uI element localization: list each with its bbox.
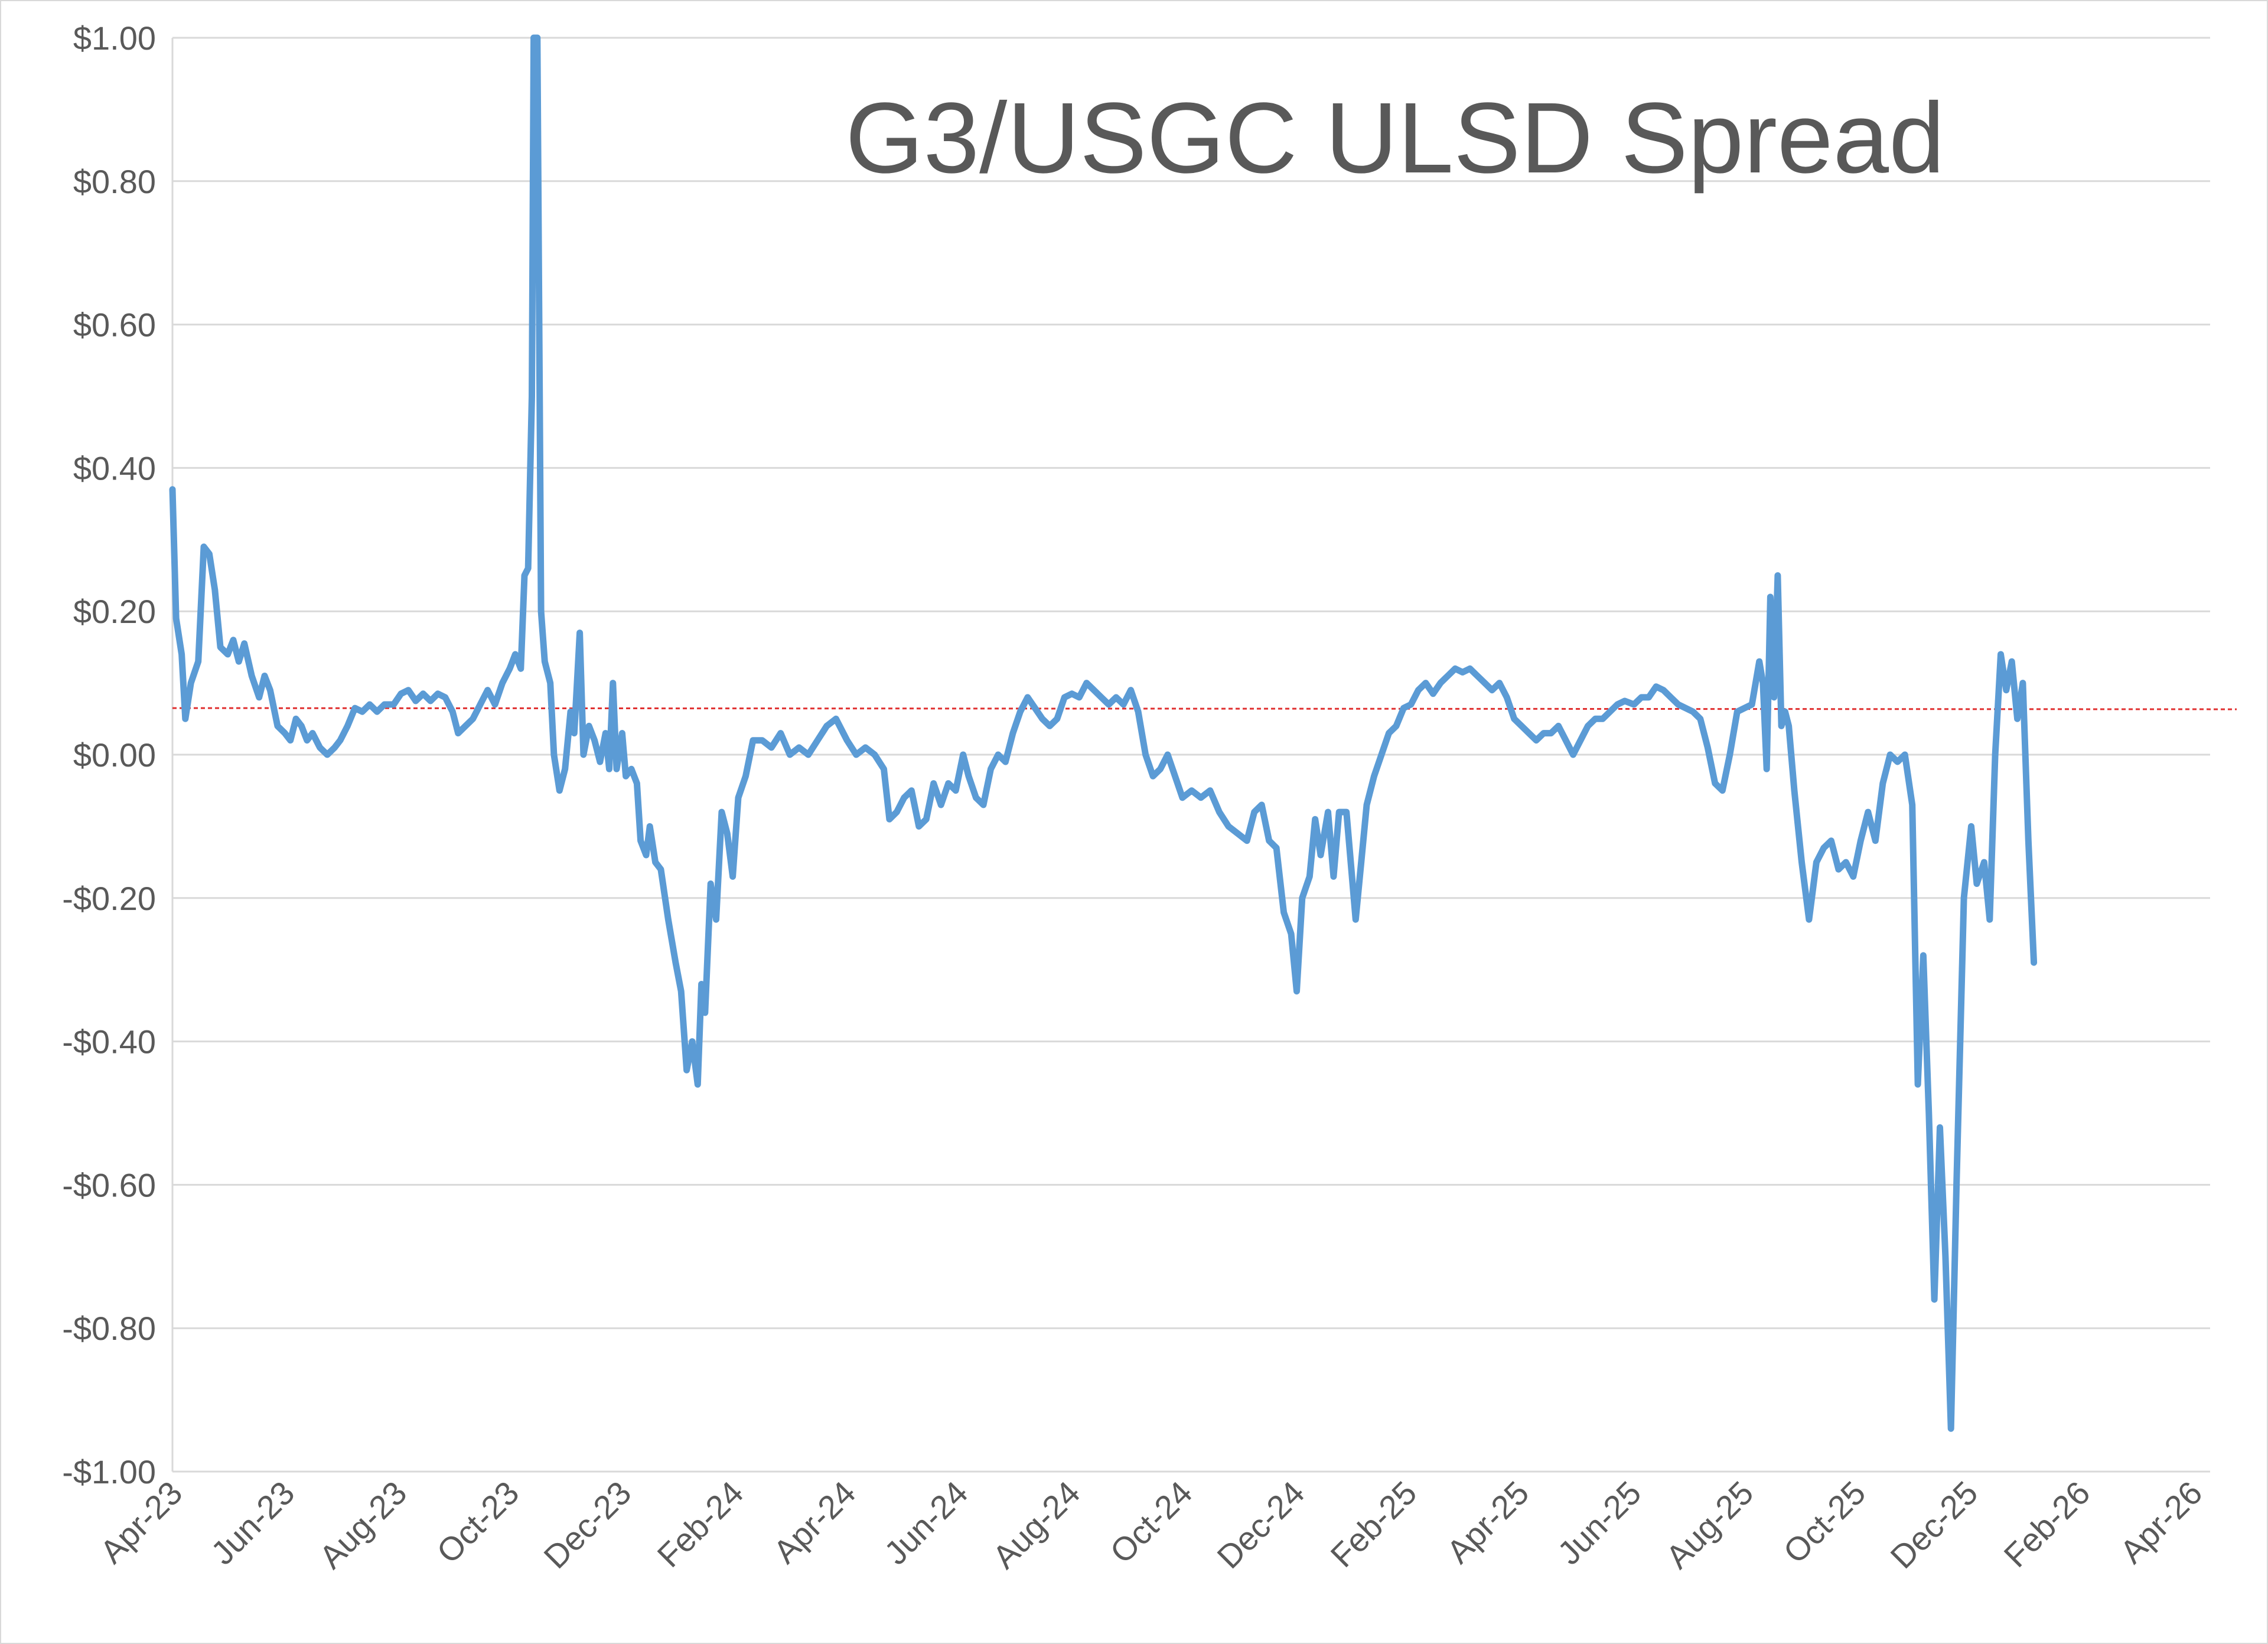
y-tick-label: $0.20 xyxy=(73,593,156,630)
chart-title: G3/USGC ULSD Spread xyxy=(845,82,1944,194)
y-tick-label: -$0.60 xyxy=(62,1166,156,1203)
x-tick-label: Dec-25 xyxy=(1883,1474,1984,1576)
x-tick-label: Apr-25 xyxy=(1439,1474,1536,1570)
y-tick-label: $0.00 xyxy=(73,736,156,774)
x-tick-label: Oct-25 xyxy=(1776,1474,1872,1570)
x-tick-label: Oct-24 xyxy=(1103,1474,1199,1570)
reference-line xyxy=(172,707,2237,710)
x-tick-label: Apr-26 xyxy=(2113,1474,2209,1570)
x-axis-ticks: Apr-23 Jun-23 Aug-23 Oct-23 Dec-23 Feb-24 Apr-… xyxy=(93,1474,2209,1576)
x-tick-label: Apr-24 xyxy=(766,1474,862,1570)
x-tick-label: Feb-24 xyxy=(650,1474,750,1574)
x-tick-label: Oct-23 xyxy=(429,1474,526,1570)
y-tick-label: $0.80 xyxy=(73,163,156,200)
x-tick-label: Dec-23 xyxy=(536,1474,638,1576)
x-tick-label: Aug-25 xyxy=(1658,1474,1760,1576)
x-tick-label: Aug-24 xyxy=(985,1474,1087,1576)
x-tick-label: Jun-24 xyxy=(877,1474,975,1572)
y-tick-label: -$0.80 xyxy=(62,1310,156,1347)
x-tick-label: Dec-24 xyxy=(1210,1474,1311,1576)
y-tick-label: $1.00 xyxy=(73,19,156,57)
y-tick-label: $0.40 xyxy=(73,449,156,487)
x-tick-label: Jun-23 xyxy=(204,1474,302,1572)
y-tick-label: -$0.20 xyxy=(62,880,156,917)
x-tick-label: Feb-25 xyxy=(1323,1474,1423,1574)
x-tick-label: Aug-23 xyxy=(312,1474,413,1576)
x-tick-label: Jun-25 xyxy=(1550,1474,1648,1572)
gridlines xyxy=(171,37,2210,1473)
y-tick-label: $0.60 xyxy=(73,306,156,344)
x-tick-label: Feb-26 xyxy=(1996,1474,2097,1574)
y-tick-label: -$1.00 xyxy=(62,1453,156,1490)
series-line xyxy=(169,34,2038,1432)
y-axis-ticks: $1.00 $0.80 $0.60 $0.40 $0.20 $0.00 -$0.20 -$0.… xyxy=(62,19,156,1490)
y-tick-label: -$0.40 xyxy=(62,1023,156,1061)
